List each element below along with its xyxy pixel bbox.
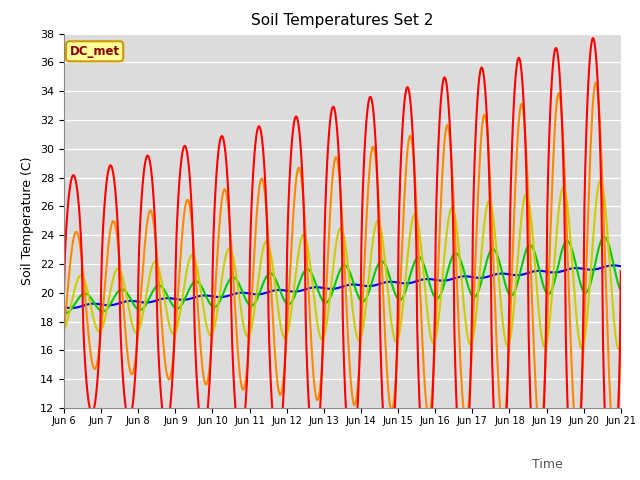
Text: DC_met: DC_met [70, 45, 120, 58]
Title: Soil Temperatures Set 2: Soil Temperatures Set 2 [252, 13, 433, 28]
Text: Time: Time [532, 458, 563, 471]
Y-axis label: Soil Temperature (C): Soil Temperature (C) [22, 156, 35, 285]
